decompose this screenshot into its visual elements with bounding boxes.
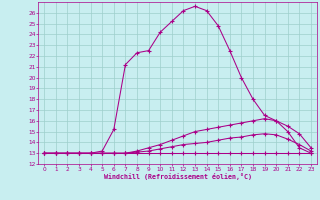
X-axis label: Windchill (Refroidissement éolien,°C): Windchill (Refroidissement éolien,°C) — [104, 173, 252, 180]
